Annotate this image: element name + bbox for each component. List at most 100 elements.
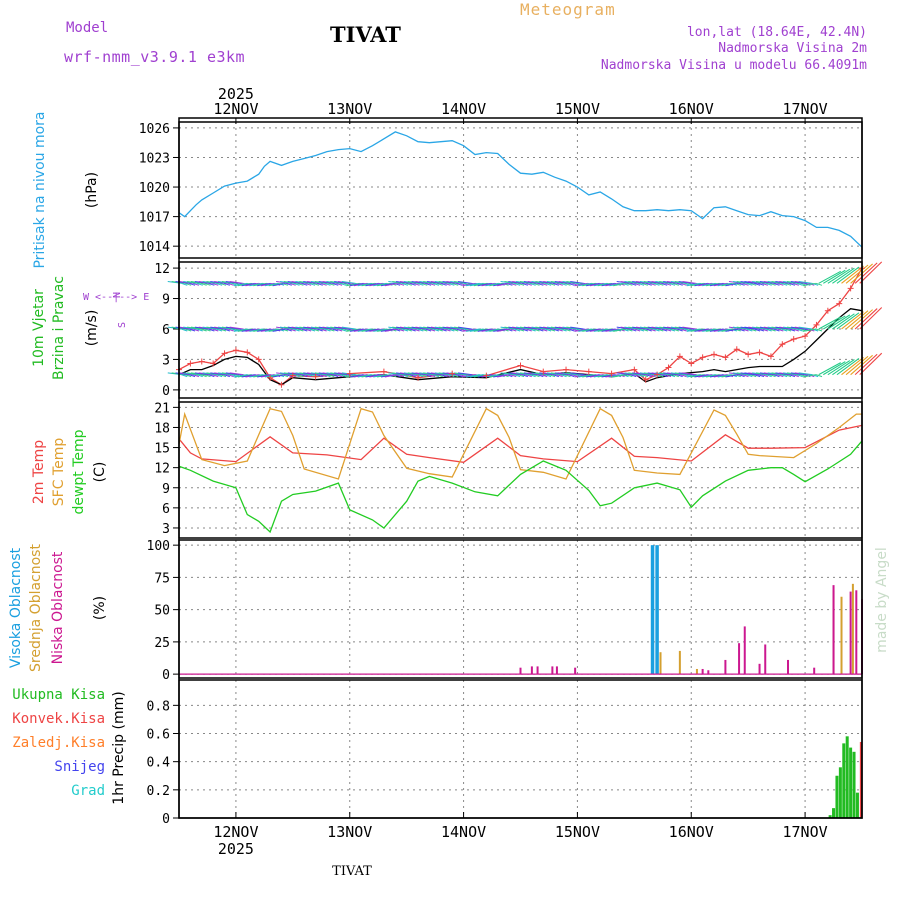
wind-barb bbox=[314, 326, 329, 330]
wind-barb bbox=[237, 282, 252, 287]
wind-barb bbox=[377, 282, 391, 287]
wind-barb bbox=[361, 374, 375, 378]
wind-barb bbox=[516, 372, 530, 376]
wind-barb bbox=[477, 328, 491, 332]
wind-barb bbox=[198, 326, 213, 330]
wind-barb bbox=[183, 372, 197, 376]
y-tick-label: 21 bbox=[154, 401, 170, 416]
wind-barb-arrow bbox=[672, 282, 679, 286]
wind-speed-marker bbox=[790, 336, 797, 343]
wind-barb bbox=[283, 281, 298, 284]
wind-barb bbox=[709, 374, 724, 378]
bottom-day-label: 15NOV bbox=[555, 823, 600, 841]
wind-barb-arrow bbox=[312, 282, 320, 286]
series-line-dewpt-temp bbox=[178, 440, 863, 534]
bar bbox=[551, 666, 554, 675]
wind-barb-arrow bbox=[328, 374, 335, 378]
wind-barb bbox=[276, 372, 290, 376]
panel-precipitation: 0 0.2 0.4 0.6 0.8 bbox=[147, 679, 863, 827]
wind-barb bbox=[485, 282, 499, 287]
wind-barb bbox=[744, 326, 759, 330]
wind-barb bbox=[225, 281, 240, 284]
wind-barb bbox=[694, 328, 708, 332]
wind-barb bbox=[562, 372, 577, 376]
wind-barb bbox=[713, 374, 728, 378]
wind-barb bbox=[674, 372, 689, 376]
wind-barb bbox=[466, 374, 480, 378]
panel-temperature: 3 6 9 12 15 18 21 bbox=[154, 401, 863, 539]
low-cloud-title-text: Niska Oblacnost bbox=[50, 551, 66, 664]
wind-barb bbox=[365, 282, 379, 287]
wind-barb bbox=[473, 328, 488, 332]
wind-barb-arrow bbox=[525, 282, 532, 286]
wind-barb bbox=[291, 372, 306, 376]
wind-barb bbox=[775, 281, 789, 284]
wind-barb-arrow bbox=[521, 282, 529, 286]
wind-barb bbox=[752, 326, 766, 330]
wind-barb-arrow bbox=[181, 328, 188, 332]
wind-barb bbox=[426, 326, 441, 330]
wind-barb-arrow bbox=[510, 328, 517, 332]
pressure-title-text: Pritisak na nivou mora bbox=[32, 111, 48, 268]
wind-barb bbox=[384, 282, 399, 287]
wind-barb bbox=[635, 281, 650, 284]
wind-barb bbox=[659, 326, 673, 330]
wind-barb bbox=[543, 372, 557, 376]
wind-barb bbox=[241, 374, 255, 378]
precip-ylabel: 1hr Precip (mm) bbox=[111, 691, 127, 804]
wind-barb bbox=[624, 326, 639, 330]
wind-barb-arrow bbox=[304, 328, 312, 332]
wind-barb-arrow bbox=[552, 374, 559, 378]
y-tick-label: 0.4 bbox=[147, 756, 171, 771]
wind-barb bbox=[550, 326, 565, 330]
wind-barb bbox=[384, 328, 399, 332]
product-title: Meteogram bbox=[520, 0, 616, 19]
wind-barb bbox=[314, 281, 329, 284]
wind-speed-marker bbox=[722, 354, 729, 361]
wind-barb bbox=[225, 326, 240, 330]
wind-barb bbox=[706, 328, 720, 332]
top-day-label: 14NOV bbox=[441, 100, 486, 118]
wind-barb-arrow bbox=[649, 374, 656, 378]
wind-barb bbox=[373, 328, 387, 332]
wind-barb-arrow bbox=[320, 328, 327, 332]
wind-barb-strong bbox=[859, 352, 883, 376]
wind-barb bbox=[736, 281, 751, 284]
wind-barb bbox=[489, 328, 503, 332]
wind-barb bbox=[245, 328, 259, 332]
wind-barb-arrow bbox=[196, 282, 203, 286]
wind-barb-arrow bbox=[510, 374, 517, 378]
wind-barb-arrow bbox=[444, 282, 451, 286]
bar bbox=[707, 670, 710, 675]
wind-barb bbox=[663, 372, 677, 376]
wind-barb bbox=[249, 328, 263, 332]
wind-barb-arrow bbox=[513, 282, 521, 286]
wind-barb-arrow bbox=[448, 282, 455, 286]
y-tick-label: 3 bbox=[162, 522, 170, 537]
wind-barb bbox=[527, 281, 542, 284]
wind-barb-arrow bbox=[401, 328, 409, 332]
wind-barb-arrow bbox=[676, 328, 683, 332]
wind-barb bbox=[295, 372, 310, 376]
wind-barb bbox=[527, 372, 542, 376]
wind-barb-arrow bbox=[452, 374, 459, 378]
top-day-label: 15NOV bbox=[555, 100, 600, 118]
y-tick-label: 1020 bbox=[139, 181, 170, 196]
wind-barb-arrow bbox=[285, 328, 292, 332]
wind-barb-arrow bbox=[335, 328, 343, 332]
wind-barb bbox=[616, 372, 631, 376]
wind-barb bbox=[225, 372, 240, 376]
wind-barb-arrow bbox=[548, 282, 556, 286]
wind-barb-arrow bbox=[320, 374, 327, 378]
wind-barb bbox=[183, 326, 197, 330]
wind-barb bbox=[728, 326, 743, 330]
y-tick-label: 1014 bbox=[139, 240, 170, 255]
bottom-day-label: 12NOV bbox=[213, 823, 258, 841]
wind-barb-strong bbox=[836, 312, 860, 330]
lonlat-label: lon,lat (18.64E, 42.4N) bbox=[686, 25, 867, 40]
wind-barb bbox=[794, 326, 809, 330]
bar bbox=[738, 643, 741, 675]
wind-barb bbox=[357, 328, 372, 332]
wind-barb bbox=[775, 372, 789, 376]
temp-ylabel: (C) bbox=[92, 462, 108, 483]
